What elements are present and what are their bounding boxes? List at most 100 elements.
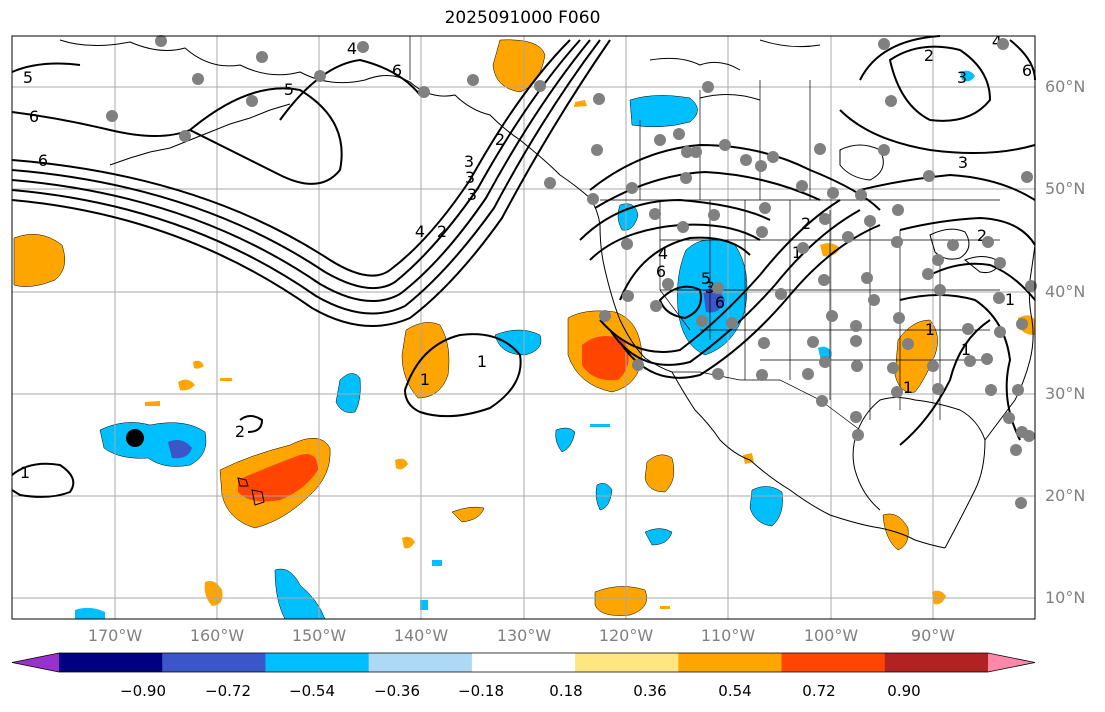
station-dot xyxy=(626,182,638,194)
station-dot xyxy=(680,172,692,184)
colorbar-segment xyxy=(265,653,370,672)
contour-line xyxy=(599,199,841,353)
station-dot xyxy=(1015,497,1027,509)
anomaly-fill xyxy=(204,581,223,606)
contour-line xyxy=(11,39,611,327)
anomaly-fill xyxy=(574,100,587,107)
station-dot xyxy=(885,95,897,107)
station-dot xyxy=(681,146,693,158)
station-dot xyxy=(712,282,724,294)
station-dot xyxy=(816,395,828,407)
station-dot xyxy=(1012,384,1024,396)
station-dot xyxy=(842,231,854,243)
station-dot xyxy=(622,290,634,302)
station-dot xyxy=(534,80,546,92)
contour-label: 2 xyxy=(235,422,245,441)
anomaly-fill xyxy=(238,454,318,502)
colorbar xyxy=(11,652,1036,673)
anomaly-fill xyxy=(420,600,428,610)
station-dot xyxy=(964,355,976,367)
lat-label-60n: 60°N xyxy=(1045,77,1086,96)
anomaly-fill xyxy=(335,373,361,413)
lon-label-110w: 110°W xyxy=(700,626,756,645)
station-dot xyxy=(927,360,939,372)
station-dot xyxy=(982,236,994,248)
contour-line xyxy=(11,39,581,289)
station-dot xyxy=(544,177,556,189)
station-dot xyxy=(819,213,831,225)
contour-line xyxy=(11,39,601,315)
chart-title: 2025091000 F060 xyxy=(444,8,601,28)
station-dot xyxy=(256,51,268,63)
station-dot xyxy=(621,238,633,250)
contour-label: 3 xyxy=(467,185,477,204)
contour-label: 2 xyxy=(924,46,934,65)
contours xyxy=(11,35,1036,498)
contour-label: 1 xyxy=(1005,290,1015,309)
station-dot xyxy=(892,204,904,216)
contour-label: 4 xyxy=(992,32,1002,51)
station-dot xyxy=(708,209,720,221)
station-dot xyxy=(807,336,819,348)
station-dot xyxy=(893,312,905,324)
anomaly-fill xyxy=(660,606,670,609)
contour-line xyxy=(899,319,991,446)
contour-label: 3 xyxy=(705,278,715,297)
colorbar-tick-label: 0.72 xyxy=(802,682,836,700)
lon-label-130w: 130°W xyxy=(496,626,552,645)
station-dot xyxy=(756,369,768,381)
contour-label: 3 xyxy=(958,153,968,172)
anomaly-fill xyxy=(193,360,204,369)
contour-line xyxy=(658,285,702,320)
anomaly-fill xyxy=(494,329,542,356)
contour-line xyxy=(619,236,751,301)
contour-label: 1 xyxy=(961,340,971,359)
station-dot xyxy=(947,239,959,251)
contour-line xyxy=(403,333,522,418)
station-dot xyxy=(246,95,258,107)
colorbar-segment xyxy=(575,653,679,672)
contour-label: 1 xyxy=(420,370,430,389)
colorbar-segment xyxy=(884,653,989,672)
station-dot xyxy=(922,268,934,280)
contour-label: 1 xyxy=(792,243,802,262)
station-dot xyxy=(796,180,808,192)
contour-label: 1 xyxy=(477,352,487,371)
colorbar-tick-label: −0.54 xyxy=(289,682,335,700)
contour-label: 3 xyxy=(464,152,474,171)
station-dot xyxy=(878,144,890,156)
station-dot xyxy=(155,35,167,47)
station-dot xyxy=(994,326,1006,338)
hawaii xyxy=(237,477,265,506)
station-dot xyxy=(997,38,1009,50)
anomaly-fill xyxy=(13,234,66,287)
station-dot xyxy=(591,144,603,156)
lat-label-20n: 20°N xyxy=(1045,486,1086,505)
station-dot xyxy=(962,323,974,335)
station-dot xyxy=(855,189,867,201)
bc-coast xyxy=(519,139,601,226)
lon-label-170w: 170°W xyxy=(87,626,143,645)
lon-label-90w: 90°W xyxy=(910,626,956,645)
colorbar-tick-label: 0.90 xyxy=(887,682,921,700)
colorbar-segment xyxy=(162,653,266,672)
station-dot xyxy=(818,274,830,286)
colorbar-segment xyxy=(471,653,576,672)
contour-label: 2 xyxy=(801,214,811,233)
anomaly-fill xyxy=(178,379,195,391)
anomaly-fill xyxy=(594,586,647,616)
contour-label: 2 xyxy=(437,222,447,241)
station-dot xyxy=(797,242,809,254)
contour-line xyxy=(11,111,191,137)
colorbar-tick-label: −0.36 xyxy=(374,682,420,700)
contour-label: 2 xyxy=(977,226,987,245)
station-dot xyxy=(719,139,731,151)
contour-line xyxy=(929,262,1036,301)
station-dot xyxy=(1003,412,1015,424)
contour-label: 4 xyxy=(658,244,668,263)
colorbar-tick-label: −0.18 xyxy=(458,682,504,700)
station-dot xyxy=(690,146,702,158)
station-dot xyxy=(802,368,814,380)
